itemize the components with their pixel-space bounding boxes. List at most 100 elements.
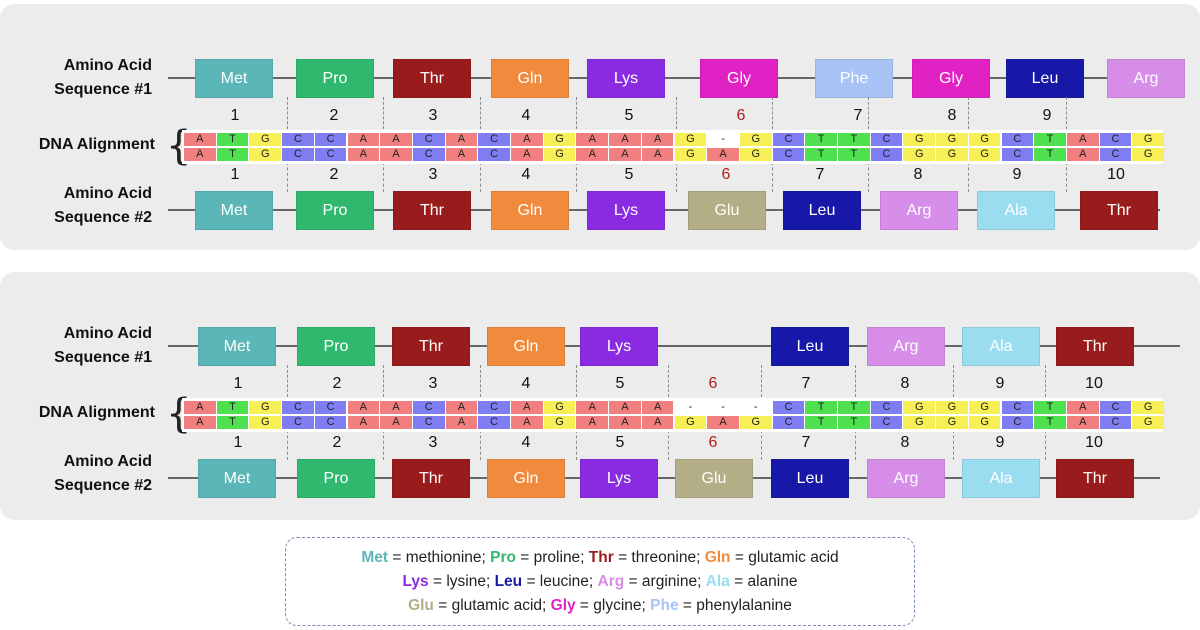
nucleotide-c: C [478,401,510,414]
amino-acid-met: Met [195,59,273,98]
nucleotide-g: G [1132,416,1164,429]
nucleotide-a: A [609,148,641,161]
nucleotide-c: C [1099,148,1132,161]
nucleotide-t: T [805,148,837,161]
codon-separator [383,162,384,192]
nucleotide-a: A [184,148,216,161]
nucleotide-a: A [380,148,412,161]
nucleotide-g: G [936,148,968,161]
amino-acid-gly: Gly [700,59,778,98]
nucleotide-a: A [347,416,380,429]
codon-number: 6 [708,375,718,392]
nucleotide-c: C [314,133,347,146]
codon-number: 3 [428,107,438,124]
nucleotide-a: A [576,401,609,414]
nucleotide-g: G [674,133,707,146]
codon-number: 8 [900,375,910,392]
amino-acid-pro: Pro [297,459,375,498]
legend-abbr-glu: Glu [408,597,434,614]
codon-separator [1045,430,1046,460]
nucleotide-c: C [314,148,347,161]
codon-number: 1 [233,434,243,451]
nucleotide-c: C [1099,133,1132,146]
amino-acid-gln: Gln [491,191,569,230]
nucleotide-c: C [412,401,445,414]
nucleotide-g: G [968,133,1001,146]
codon-separator [761,430,762,460]
nucleotide-c: C [478,133,510,146]
seq1-backbone [168,345,1180,347]
nucleotide-a: A [445,133,478,146]
nucleotide-c: C [282,416,314,429]
nucleotide-c: C [870,416,903,429]
codon-number: 9 [995,434,1005,451]
codon-separator [772,162,773,192]
gap-nucleotide: - [707,133,739,146]
codon-separator [287,365,288,397]
nucleotide-c: C [1001,416,1034,429]
nucleotide-a: A [641,148,674,161]
legend-abbr-ala: Ala [705,573,730,590]
seq2-label: Amino Acid Sequence #2 [54,453,152,494]
amino-acid-gln: Gln [487,327,565,366]
legend-abbr-gln: Gln [704,549,731,566]
nucleotide-a: A [1066,416,1099,429]
codon-separator [855,365,856,397]
nucleotide-t: T [805,401,837,414]
legend-name: = phenylalanine [678,597,792,614]
nucleotide-t: T [216,148,249,161]
nucleotide-g: G [968,416,1001,429]
nucleotide-a: A [347,148,380,161]
codon-separator [761,365,762,397]
nucleotide-a: A [707,148,739,161]
codon-number: 7 [801,434,811,451]
nucleotide-a: A [445,416,478,429]
nucleotide-a: A [1066,148,1099,161]
nucleotide-t: T [838,133,870,146]
nucleotide-g: G [936,401,968,414]
legend-line-2: Lys = lysine; Leu = leucine; Arg = argin… [286,570,914,594]
nucleotide-g: G [1132,148,1164,161]
nucleotide-c: C [772,401,805,414]
nucleotide-c: C [1001,133,1034,146]
legend-abbr-pro: Pro [490,549,516,566]
codon-separator [383,365,384,397]
legend-name: = threonine; [613,549,705,566]
codon-number: 4 [521,434,531,451]
codon-number: 5 [615,375,625,392]
dna-alignment-label: DNA Alignment [38,404,155,421]
nucleotide-a: A [445,401,478,414]
codon-separator [480,162,481,192]
codon-number: 1 [233,375,243,392]
codon-separator [953,365,954,397]
codon-number: 8 [900,434,910,451]
codon-number: 1 [230,166,240,183]
amino-acid-lys: Lys [580,459,658,498]
nucleotide-t: T [838,148,870,161]
amino-acid-met: Met [198,327,276,366]
nucleotide-g: G [249,148,282,161]
amino-acid-thr: Thr [393,59,471,98]
codon-separator [576,97,577,129]
nucleotide-a: A [380,133,412,146]
nucleotide-g: G [674,416,707,429]
nucleotide-c: C [478,416,510,429]
nucleotide-a: A [347,133,380,146]
codon-number: 2 [329,166,339,183]
codon-separator [868,97,869,129]
amino-acid-thr: Thr [392,327,470,366]
nucleotide-a: A [1066,401,1099,414]
codon-number: 4 [521,375,531,392]
codon-number: 5 [615,434,625,451]
amino-acid-glu: Glu [688,191,766,230]
nucleotide-g: G [903,148,936,161]
nucleotide-a: A [641,133,674,146]
nucleotide-c: C [1099,416,1132,429]
nucleotide-t: T [1034,416,1066,429]
amino-acid-leu: Leu [1006,59,1084,98]
codon-separator [668,365,669,397]
nucleotide-c: C [314,416,347,429]
nucleotide-g: G [936,416,968,429]
seq2-backbone [168,477,1160,479]
amino-acid-met: Met [198,459,276,498]
